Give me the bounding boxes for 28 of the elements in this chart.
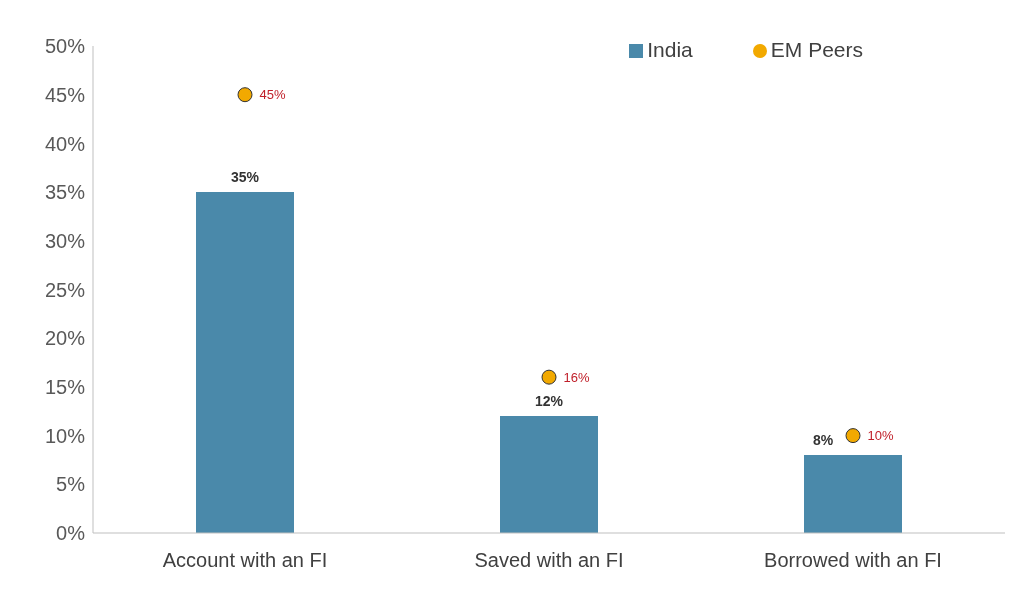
legend-label: EM Peers <box>770 38 863 61</box>
y-tick-label: 20% <box>44 327 86 350</box>
x-tick-label: Borrowed with an FI <box>764 549 942 572</box>
x-tick-label: Saved with an FI <box>474 549 624 572</box>
point <box>845 428 861 444</box>
data-label: 8% <box>812 432 834 449</box>
y-tick-label: 0% <box>56 522 86 545</box>
y-tick-label: 35% <box>44 181 86 204</box>
legend-label: India <box>647 38 693 61</box>
point <box>541 369 557 385</box>
y-tick-label: 45% <box>44 83 86 106</box>
y-tick-label: 15% <box>44 376 86 398</box>
data-label: 10% <box>867 428 894 444</box>
y-tick-label: 30% <box>44 229 86 252</box>
bar <box>804 455 902 533</box>
data-label: 16% <box>563 369 590 385</box>
data-label: 45% <box>259 87 286 103</box>
y-tick-label: 10% <box>44 424 86 447</box>
data-label: 35% <box>230 169 260 186</box>
x-tick-label: Account with an FI <box>162 549 328 572</box>
y-tick-label: 50% <box>44 35 86 58</box>
point <box>237 87 253 103</box>
bar <box>196 192 294 533</box>
y-tick-label: 40% <box>44 132 86 155</box>
data-label: 12% <box>534 393 564 410</box>
y-tick-label: 5% <box>56 473 86 496</box>
y-tick-label: 25% <box>44 278 86 301</box>
bar <box>500 416 598 533</box>
